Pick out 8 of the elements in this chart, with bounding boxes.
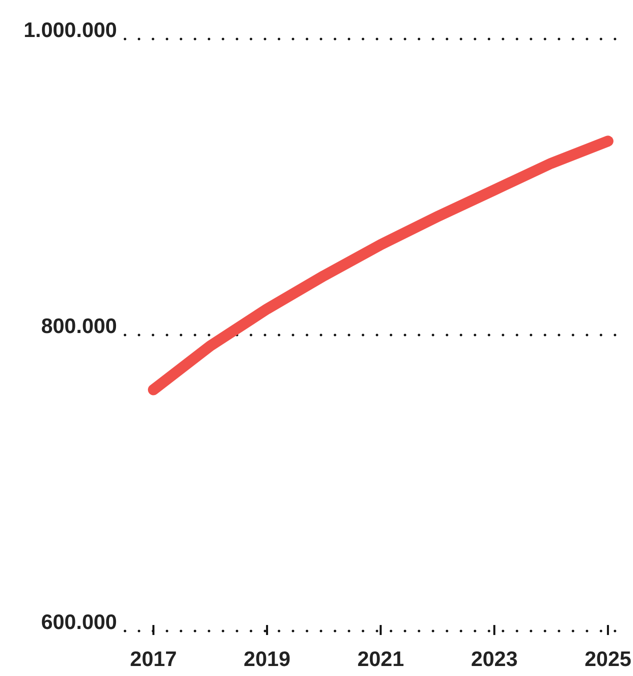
y-tick-label: 600.000 bbox=[41, 610, 117, 634]
y-tick-label: 1.000.000 bbox=[24, 18, 117, 42]
y-tick-label: 800.000 bbox=[41, 314, 117, 338]
x-tick-label: 2019 bbox=[244, 648, 290, 671]
x-tick-label: 2021 bbox=[357, 648, 404, 671]
x-tick-label: 2025 bbox=[584, 648, 632, 671]
x-tick-label: 2023 bbox=[470, 648, 518, 671]
x-tick-label: 2017 bbox=[130, 648, 177, 671]
